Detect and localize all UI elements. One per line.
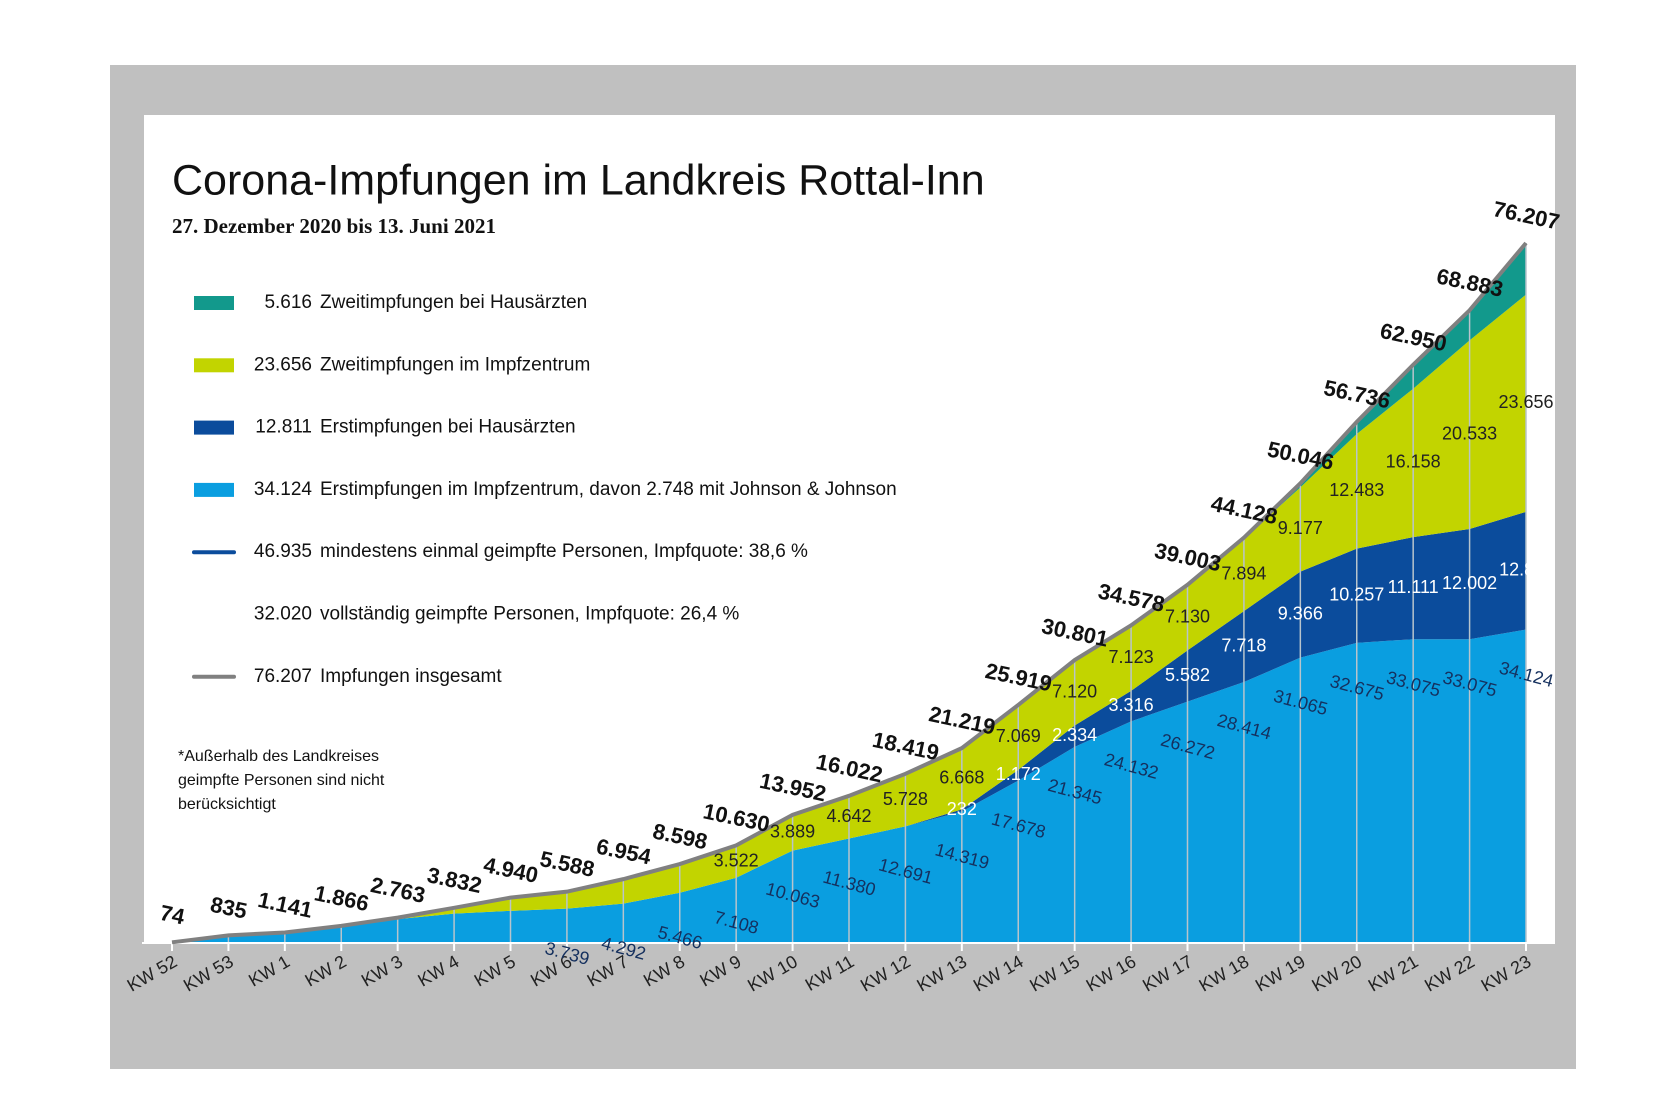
segment-label: 7.120 xyxy=(1052,682,1097,702)
total-line xyxy=(171,241,1528,945)
legend-label: Zweitimpfungen im Impfzentrum xyxy=(320,354,590,375)
segment-label: 2.334 xyxy=(1052,725,1097,745)
segment-label: 7.130 xyxy=(1165,606,1210,626)
segment-label: 7.894 xyxy=(1221,564,1266,584)
legend-number: 34.124 xyxy=(254,479,313,500)
segment-label: 20.533 xyxy=(1442,423,1497,443)
legend-swatch xyxy=(194,482,234,497)
segment-label: 9.177 xyxy=(1278,518,1323,538)
chart-title: Corona-Impfungen im Landkreis Rottal-Inn xyxy=(172,156,985,204)
segment-label: 3.522 xyxy=(714,850,759,870)
segment-label: 10.257 xyxy=(1329,585,1384,605)
legend-label: Impfungen insgesamt xyxy=(320,666,502,687)
footnote: geimpfte Personen sind nicht xyxy=(178,772,385,789)
legend-swatch xyxy=(194,358,234,373)
segment-label: 5.728 xyxy=(883,789,928,809)
segment-label: 4.642 xyxy=(826,806,871,826)
segment-label: 16.158 xyxy=(1386,452,1441,472)
segment-label: 9.366 xyxy=(1278,603,1323,623)
total-label: 74 xyxy=(158,900,188,930)
legend-number: 46.935 xyxy=(254,541,312,562)
segment-label: 7.718 xyxy=(1221,635,1266,655)
segment-label: 3.316 xyxy=(1109,695,1154,715)
segment-label: 1.172 xyxy=(996,764,1041,784)
legend-label: mindestens einmal geimpfte Personen, Imp… xyxy=(320,541,808,562)
legend-swatch xyxy=(194,296,234,310)
legend-label: Zweitimpfungen bei Hausärzten xyxy=(320,292,587,313)
legend-label: vollständig geimpfte Personen, Impfquote… xyxy=(320,604,739,625)
segment-label: 3.889 xyxy=(770,821,815,841)
legend-label: Erstimpfungen bei Hausärzten xyxy=(320,417,576,438)
chart-subtitle: 27. Dezember 2020 bis 13. Juni 2021 xyxy=(172,214,496,238)
legend-number: 5.616 xyxy=(264,292,312,313)
segment-label: 12.811 xyxy=(1499,559,1553,579)
segment-label: 11.111 xyxy=(1388,577,1439,597)
segment-label: 7.123 xyxy=(1109,647,1154,667)
segment-label: 12.483 xyxy=(1329,480,1384,500)
segment-label: 5.582 xyxy=(1165,665,1210,685)
segment-label: 12.002 xyxy=(1442,573,1497,593)
legend-swatch xyxy=(194,420,234,435)
footnote: berücksichtigt xyxy=(178,796,276,813)
legend-number: 12.811 xyxy=(255,417,312,438)
segment-label: 7.069 xyxy=(996,726,1041,746)
segment-label: 6.668 xyxy=(939,767,984,787)
segment-label: 23.656 xyxy=(1498,392,1553,412)
segment-label: 232 xyxy=(947,799,977,819)
legend-number: 23.656 xyxy=(254,354,312,375)
footnote: *Außerhalb des Landkreises xyxy=(178,748,379,765)
legend-number: 76.207 xyxy=(254,666,312,687)
legend-number: 32.020 xyxy=(254,604,312,625)
area xyxy=(172,511,1526,943)
legend-label: Erstimpfungen im Impfzentrum, davon 2.74… xyxy=(320,479,897,500)
